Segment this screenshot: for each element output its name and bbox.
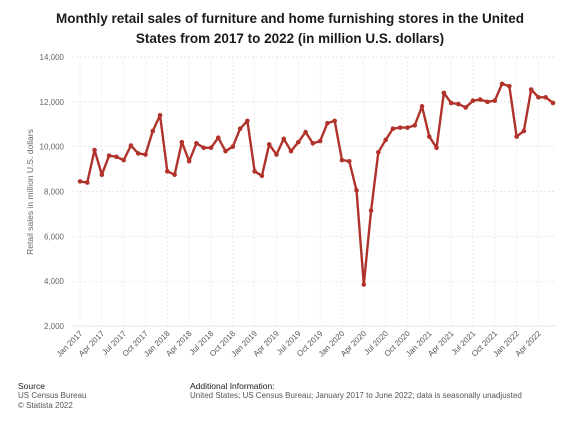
data-point[interactable] xyxy=(412,123,418,128)
data-point[interactable] xyxy=(106,153,112,158)
data-point[interactable] xyxy=(325,120,330,126)
y-tick-label: 12,000 xyxy=(40,98,65,107)
data-point[interactable] xyxy=(499,81,505,87)
data-point[interactable] xyxy=(390,126,396,132)
data-point[interactable] xyxy=(550,100,556,106)
data-point[interactable] xyxy=(150,128,156,134)
data-point[interactable] xyxy=(77,179,83,184)
data-point[interactable] xyxy=(441,90,447,96)
data-point[interactable] xyxy=(208,145,214,151)
data-point[interactable] xyxy=(536,95,541,100)
y-tick-label: 8,000 xyxy=(44,188,65,197)
data-point[interactable] xyxy=(463,105,468,110)
data-point[interactable] xyxy=(288,148,294,154)
data-point[interactable] xyxy=(143,152,148,157)
data-point[interactable] xyxy=(215,135,221,140)
data-point[interactable] xyxy=(281,136,287,142)
data-point[interactable] xyxy=(259,173,265,179)
data-point[interactable] xyxy=(274,152,279,157)
data-point[interactable] xyxy=(354,188,359,193)
data-point[interactable] xyxy=(507,83,512,89)
additional-info-text: United States; US Census Bureau; January… xyxy=(190,391,522,400)
data-point[interactable] xyxy=(128,143,134,148)
data-point[interactable] xyxy=(376,149,381,155)
y-tick-label: 2,000 xyxy=(44,322,65,331)
data-point[interactable] xyxy=(92,147,97,153)
data-point[interactable] xyxy=(114,154,119,160)
data-point[interactable] xyxy=(419,104,425,109)
data-point[interactable] xyxy=(194,141,199,146)
chart-title: Monthly retail sales of furniture and ho… xyxy=(55,11,525,46)
source-block: Source US Census Bureau © Statista 2022 xyxy=(18,381,86,411)
data-point[interactable] xyxy=(266,142,272,147)
data-point[interactable] xyxy=(135,151,141,156)
data-point[interactable] xyxy=(339,157,345,163)
additional-info-block: Additional Information: United States; U… xyxy=(190,381,570,401)
data-point[interactable] xyxy=(368,208,374,213)
data-point[interactable] xyxy=(99,172,105,177)
y-tick-label: 6,000 xyxy=(44,232,65,241)
data-point[interactable] xyxy=(237,126,243,132)
data-point[interactable] xyxy=(514,134,519,139)
y-axis: 2,000 4,000 6,000 8,000 10,000 12,000 14,000 xyxy=(40,53,65,331)
data-point[interactable] xyxy=(121,157,126,163)
source-line: US Census Bureau xyxy=(18,391,87,400)
data-point[interactable] xyxy=(186,158,192,164)
data-point[interactable] xyxy=(172,172,177,177)
data-point[interactable] xyxy=(296,139,301,145)
data-point[interactable] xyxy=(317,138,323,144)
y-tick-label: 10,000 xyxy=(40,143,65,152)
data-point[interactable] xyxy=(477,97,483,102)
series-line-path xyxy=(79,82,554,286)
data-point[interactable] xyxy=(405,125,410,130)
data-point[interactable] xyxy=(448,100,454,106)
source-title: Source xyxy=(18,381,45,391)
grid-lines xyxy=(72,56,556,327)
data-point[interactable] xyxy=(332,118,337,124)
data-point[interactable] xyxy=(252,169,257,174)
data-point[interactable] xyxy=(528,87,534,92)
data-point[interactable] xyxy=(521,128,527,134)
data-point[interactable] xyxy=(201,145,207,151)
y-axis-label: Retail sales in million U.S. dollars xyxy=(25,129,35,255)
data-point[interactable] xyxy=(310,141,316,146)
y-tick-label: 14,000 xyxy=(40,53,65,62)
data-point[interactable] xyxy=(485,99,490,105)
data-point[interactable] xyxy=(361,282,367,287)
data-point[interactable] xyxy=(84,180,90,185)
series-line xyxy=(79,82,554,286)
data-point[interactable] xyxy=(492,98,498,104)
additional-info-title: Additional Information: xyxy=(190,381,275,391)
data-point[interactable] xyxy=(470,98,476,104)
data-point[interactable] xyxy=(456,101,461,107)
data-point[interactable] xyxy=(543,95,549,100)
data-point[interactable] xyxy=(157,112,163,118)
copyright-line: © Statista 2022 xyxy=(18,401,73,410)
data-point[interactable] xyxy=(434,145,439,151)
y-tick-label: 4,000 xyxy=(44,277,65,286)
data-point[interactable] xyxy=(346,158,352,164)
data-point[interactable] xyxy=(426,134,432,139)
data-point[interactable] xyxy=(223,148,228,154)
data-point[interactable] xyxy=(230,144,236,149)
data-point[interactable] xyxy=(179,139,185,145)
data-points xyxy=(77,81,556,287)
data-point[interactable] xyxy=(165,169,170,174)
data-point[interactable] xyxy=(245,118,250,124)
data-point[interactable] xyxy=(397,125,403,130)
data-point[interactable] xyxy=(303,129,308,135)
data-point[interactable] xyxy=(383,137,388,143)
